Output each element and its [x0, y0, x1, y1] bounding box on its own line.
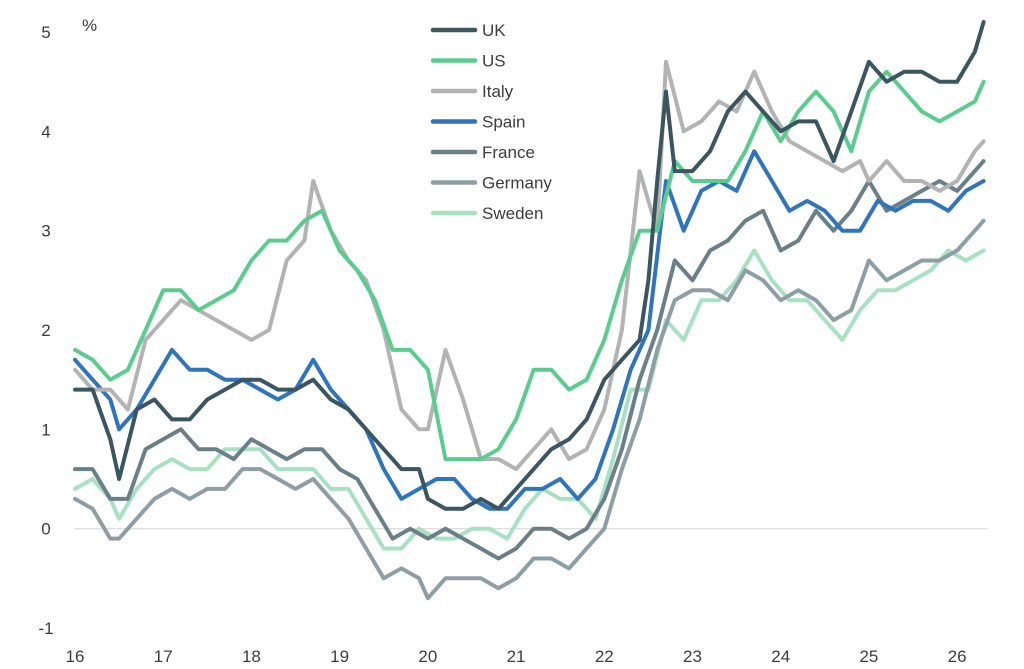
series-line-italy	[73, 59, 986, 472]
legend-label-italy: Italy	[482, 82, 514, 101]
legend-label-germany: Germany	[482, 174, 552, 193]
y-tick-label: 2	[41, 321, 50, 340]
x-tick-label: 16	[66, 647, 85, 666]
series-line-sweden	[73, 248, 986, 551]
series-line-france	[73, 159, 986, 561]
y-axis-unit: %	[82, 16, 97, 35]
legend-label-spain: Spain	[482, 113, 525, 132]
x-tick-label: 26	[948, 647, 967, 666]
x-tick-label: 18	[242, 647, 261, 666]
legend: UK US Italy Spain France Germany Sweden	[430, 21, 552, 223]
x-tick-label: 19	[330, 647, 349, 666]
legend-label-us: US	[482, 52, 506, 71]
x-tick-label: 20	[418, 647, 437, 666]
series-line-germany	[73, 218, 986, 601]
x-tick-label: 24	[771, 647, 790, 666]
legend-label-sweden: Sweden	[482, 204, 543, 223]
x-tick-label: 25	[859, 647, 878, 666]
y-tick-label: -1	[38, 619, 53, 638]
series-line-uk	[73, 20, 986, 511]
x-tick-label: 23	[683, 647, 702, 666]
y-tick-label: 1	[41, 420, 50, 439]
x-tick-label: 21	[507, 647, 526, 666]
x-tick-label: 17	[154, 647, 173, 666]
series-line-us	[73, 69, 986, 462]
y-tick-label: 3	[41, 222, 50, 241]
series-line-spain	[73, 149, 986, 511]
series-lines	[73, 20, 986, 601]
y-tick-label: 0	[41, 520, 50, 539]
legend-label-uk: UK	[482, 21, 506, 40]
y-tick-label: 4	[41, 122, 50, 141]
x-tick-label: 22	[595, 647, 614, 666]
legend-label-france: France	[482, 143, 535, 162]
x-axis-ticks: 16 17 18 19 20 21 22 23 24 25 26	[66, 647, 967, 666]
y-axis-unit-label: %	[82, 16, 97, 35]
y-tick-label: 5	[41, 23, 50, 42]
y-axis-ticks: -1 0 1 2 3 4 5	[38, 23, 53, 638]
